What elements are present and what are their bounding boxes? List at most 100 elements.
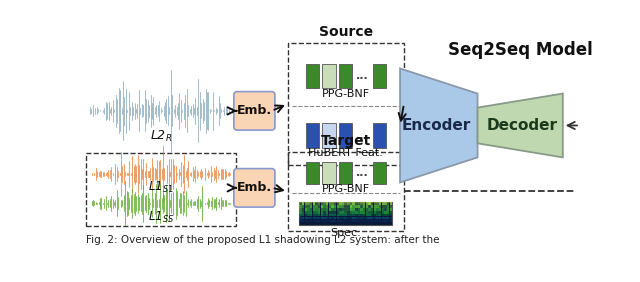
Bar xyxy=(312,205,315,208)
Bar xyxy=(328,217,331,219)
Bar xyxy=(312,222,315,225)
Bar xyxy=(332,202,333,205)
Bar xyxy=(353,217,355,219)
Bar xyxy=(312,202,315,205)
Bar xyxy=(334,220,336,222)
Bar xyxy=(344,217,347,219)
Bar xyxy=(365,214,368,216)
Bar xyxy=(321,208,323,211)
Text: ...: ... xyxy=(356,71,369,81)
Bar xyxy=(358,202,360,205)
Bar xyxy=(385,214,387,216)
Bar xyxy=(310,220,312,222)
Bar xyxy=(300,211,301,213)
Bar xyxy=(342,214,344,216)
Bar xyxy=(379,214,381,216)
Bar xyxy=(302,222,305,225)
Bar xyxy=(347,205,349,208)
Bar xyxy=(302,220,305,222)
Bar xyxy=(321,217,323,219)
Text: Emb.: Emb. xyxy=(237,104,272,117)
Bar xyxy=(86,153,236,226)
Bar xyxy=(353,222,355,225)
Bar xyxy=(369,205,371,208)
Bar xyxy=(363,217,365,219)
Bar xyxy=(374,205,376,208)
Bar xyxy=(363,202,365,205)
Bar xyxy=(379,208,381,211)
Bar xyxy=(318,214,320,216)
Bar xyxy=(326,208,328,211)
Text: ...: ... xyxy=(356,131,369,140)
Bar xyxy=(350,211,352,213)
Bar xyxy=(347,208,349,211)
Bar xyxy=(310,202,312,205)
Bar xyxy=(300,202,392,225)
Bar xyxy=(373,64,386,88)
Bar xyxy=(390,208,392,211)
Bar xyxy=(385,217,387,219)
Bar xyxy=(328,202,331,205)
Bar xyxy=(390,211,392,213)
Bar xyxy=(365,222,368,225)
Bar xyxy=(328,222,331,225)
Bar xyxy=(328,214,331,216)
Text: Seq2Seq Model: Seq2Seq Model xyxy=(448,41,593,59)
Bar xyxy=(339,217,342,219)
Bar xyxy=(387,220,389,222)
Bar xyxy=(379,220,381,222)
Bar xyxy=(342,211,344,213)
Bar xyxy=(307,222,310,225)
Bar xyxy=(376,205,379,208)
Bar xyxy=(321,211,323,213)
Bar xyxy=(300,222,301,225)
Bar xyxy=(310,214,312,216)
Bar xyxy=(326,217,328,219)
Bar xyxy=(365,220,368,222)
Bar xyxy=(337,205,339,208)
Bar xyxy=(307,214,310,216)
Bar xyxy=(355,208,358,211)
Bar xyxy=(302,202,305,205)
Bar xyxy=(342,222,344,225)
Bar xyxy=(326,202,328,205)
Bar xyxy=(376,222,379,225)
Bar xyxy=(374,202,376,205)
Bar xyxy=(376,211,379,213)
Bar xyxy=(387,211,389,213)
Bar xyxy=(310,222,312,225)
Bar xyxy=(337,211,339,213)
Bar xyxy=(323,211,326,213)
Bar xyxy=(318,220,320,222)
Text: PPG-BNF: PPG-BNF xyxy=(322,184,370,194)
Bar xyxy=(323,162,335,184)
Bar xyxy=(350,214,352,216)
Bar xyxy=(385,208,387,211)
Bar xyxy=(390,217,392,219)
Bar xyxy=(360,217,363,219)
Bar xyxy=(390,205,392,208)
Bar xyxy=(342,208,344,211)
Bar xyxy=(339,64,353,88)
Bar xyxy=(374,217,376,219)
Bar xyxy=(363,214,365,216)
Bar xyxy=(302,205,305,208)
Bar xyxy=(326,222,328,225)
Bar xyxy=(312,208,315,211)
Bar xyxy=(342,205,344,208)
Bar xyxy=(350,222,352,225)
Bar xyxy=(379,217,381,219)
Bar xyxy=(355,211,358,213)
Bar xyxy=(344,205,347,208)
Bar xyxy=(302,214,305,216)
Bar xyxy=(305,202,307,205)
Bar xyxy=(337,208,339,211)
Bar xyxy=(371,202,374,205)
Bar xyxy=(379,211,381,213)
Bar xyxy=(373,123,386,148)
Bar xyxy=(307,205,310,208)
Bar xyxy=(360,202,363,205)
Bar xyxy=(360,214,363,216)
Bar xyxy=(337,202,339,205)
Bar xyxy=(321,214,323,216)
